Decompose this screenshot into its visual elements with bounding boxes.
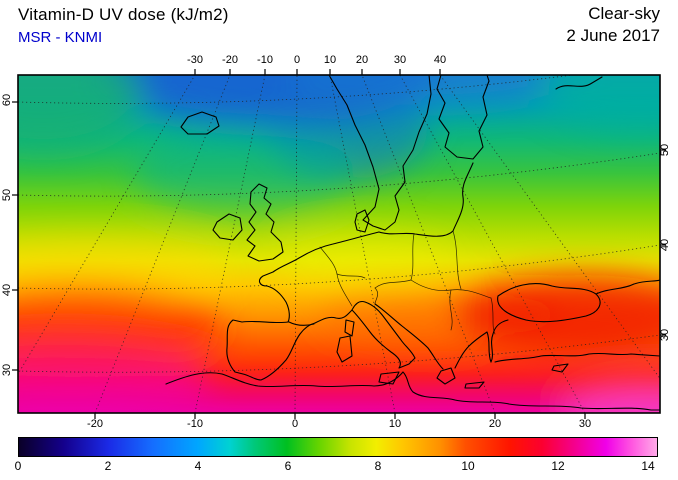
axis-tick-marks <box>12 69 666 419</box>
right-axis-label: 50 <box>659 143 671 157</box>
top-axis-label: 0 <box>293 54 301 66</box>
right-axis-label: 30 <box>659 328 671 342</box>
source-label: MSR - KNMI <box>18 29 103 46</box>
colorbar-tick-label: 6 <box>284 459 292 473</box>
top-axis-label: 20 <box>355 54 369 66</box>
colorbar-tick-label: 12 <box>551 459 565 473</box>
date-label: 2 June 2017 <box>566 26 660 45</box>
bottom-axis-label: 20 <box>488 418 502 430</box>
left-axis-label: 30 <box>1 363 13 377</box>
map-frame <box>17 74 661 414</box>
bottom-axis-label: 10 <box>388 418 402 430</box>
coastlines <box>165 75 660 411</box>
bottom-axis-label: -20 <box>87 418 103 430</box>
colorbar-tick-label: 10 <box>461 459 475 473</box>
uv-dose-field <box>18 75 660 413</box>
colorbar-tick-label: 4 <box>194 459 202 473</box>
top-axis-label: 10 <box>323 54 337 66</box>
country-borders <box>319 230 496 335</box>
top-axis-label: 40 <box>433 54 447 66</box>
left-axis-label: 60 <box>1 93 13 107</box>
colorbar-tick-label: 14 <box>641 459 655 473</box>
colorbar-tick-label: 2 <box>104 459 112 473</box>
colorbar-tick-label: 0 <box>14 459 22 473</box>
colorbar-tick-label: 8 <box>374 459 382 473</box>
map-canvas <box>12 69 666 419</box>
top-axis-label: 30 <box>393 54 407 66</box>
bottom-axis-label: 30 <box>578 418 592 430</box>
bottom-axis-label: -10 <box>187 418 203 430</box>
page-title: Vitamin-D UV dose (kJ/m2) <box>18 5 229 24</box>
condition-label: Clear-sky <box>588 4 660 23</box>
colorbar <box>18 437 658 457</box>
top-axis-label: -20 <box>222 54 238 66</box>
left-axis-label: 50 <box>1 188 13 202</box>
top-axis-label: -10 <box>257 54 273 66</box>
bottom-axis-label: 0 <box>291 418 299 430</box>
right-axis-label: 40 <box>659 238 671 252</box>
left-axis-label: 40 <box>1 283 13 297</box>
top-axis-label: -30 <box>187 54 203 66</box>
